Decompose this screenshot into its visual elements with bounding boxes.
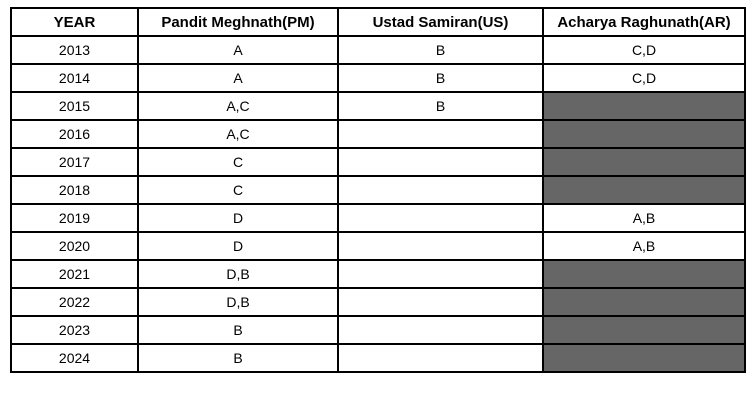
ar-cell: A,B xyxy=(542,203,746,233)
year-cell: 2022 xyxy=(10,287,139,317)
table-row: 2018 C xyxy=(10,175,746,205)
pm-cell: D,B xyxy=(137,287,339,317)
ar-cell xyxy=(542,343,746,373)
table-row: 2017 C xyxy=(10,147,746,177)
table-row: 2016 A,C xyxy=(10,119,746,149)
year-cell: 2015 xyxy=(10,91,139,121)
us-cell: B xyxy=(337,35,544,65)
pm-cell: A xyxy=(137,63,339,93)
pm-cell: D xyxy=(137,203,339,233)
year-cell: 2018 xyxy=(10,175,139,205)
header-acharya-raghunath: Acharya Raghunath(AR) xyxy=(542,7,746,37)
table-container: YEAR Pandit Meghnath(PM) Ustad Samiran(U… xyxy=(10,7,746,373)
pm-cell: D,B xyxy=(137,259,339,289)
pm-cell: C xyxy=(137,147,339,177)
year-cell: 2019 xyxy=(10,203,139,233)
ar-cell xyxy=(542,91,746,121)
year-cell: 2020 xyxy=(10,231,139,261)
ar-cell: C,D xyxy=(542,63,746,93)
us-cell xyxy=(337,259,544,289)
ar-cell: A,B xyxy=(542,231,746,261)
us-cell: B xyxy=(337,63,544,93)
pm-cell: A,C xyxy=(137,119,339,149)
table-row: 2020 D A,B xyxy=(10,231,746,261)
pm-cell: B xyxy=(137,343,339,373)
schedule-table: YEAR Pandit Meghnath(PM) Ustad Samiran(U… xyxy=(10,7,746,373)
ar-cell xyxy=(542,287,746,317)
us-cell xyxy=(337,287,544,317)
table-row: 2023 B xyxy=(10,315,746,345)
ar-cell xyxy=(542,259,746,289)
table-body: 2013 A B C,D 2014 A B C,D 2015 A,C B 2016 A,C 2017 C 20… xyxy=(10,35,746,373)
pm-cell: A xyxy=(137,35,339,65)
year-cell: 2016 xyxy=(10,119,139,149)
year-cell: 2023 xyxy=(10,315,139,345)
year-cell: 2014 xyxy=(10,63,139,93)
ar-cell xyxy=(542,315,746,345)
year-cell: 2024 xyxy=(10,343,139,373)
ar-cell xyxy=(542,119,746,149)
header-pandit-meghnath: Pandit Meghnath(PM) xyxy=(137,7,339,37)
us-cell xyxy=(337,147,544,177)
pm-cell: B xyxy=(137,315,339,345)
table-row: 2014 A B C,D xyxy=(10,63,746,93)
table-row: 2021 D,B xyxy=(10,259,746,289)
year-cell: 2013 xyxy=(10,35,139,65)
table-row: 2015 A,C B xyxy=(10,91,746,121)
pm-cell: D xyxy=(137,231,339,261)
header-row: YEAR Pandit Meghnath(PM) Ustad Samiran(U… xyxy=(10,7,746,37)
ar-cell xyxy=(542,175,746,205)
table-row: 2024 B xyxy=(10,343,746,373)
ar-cell: C,D xyxy=(542,35,746,65)
us-cell: B xyxy=(337,91,544,121)
header-year: YEAR xyxy=(10,7,139,37)
table-row: 2013 A B C,D xyxy=(10,35,746,65)
year-cell: 2017 xyxy=(10,147,139,177)
ar-cell xyxy=(542,147,746,177)
us-cell xyxy=(337,315,544,345)
pm-cell: C xyxy=(137,175,339,205)
year-cell: 2021 xyxy=(10,259,139,289)
table-row: 2022 D,B xyxy=(10,287,746,317)
us-cell xyxy=(337,231,544,261)
us-cell xyxy=(337,203,544,233)
table-row: 2019 D A,B xyxy=(10,203,746,233)
us-cell xyxy=(337,175,544,205)
us-cell xyxy=(337,119,544,149)
header-ustad-samiran: Ustad Samiran(US) xyxy=(337,7,544,37)
us-cell xyxy=(337,343,544,373)
pm-cell: A,C xyxy=(137,91,339,121)
